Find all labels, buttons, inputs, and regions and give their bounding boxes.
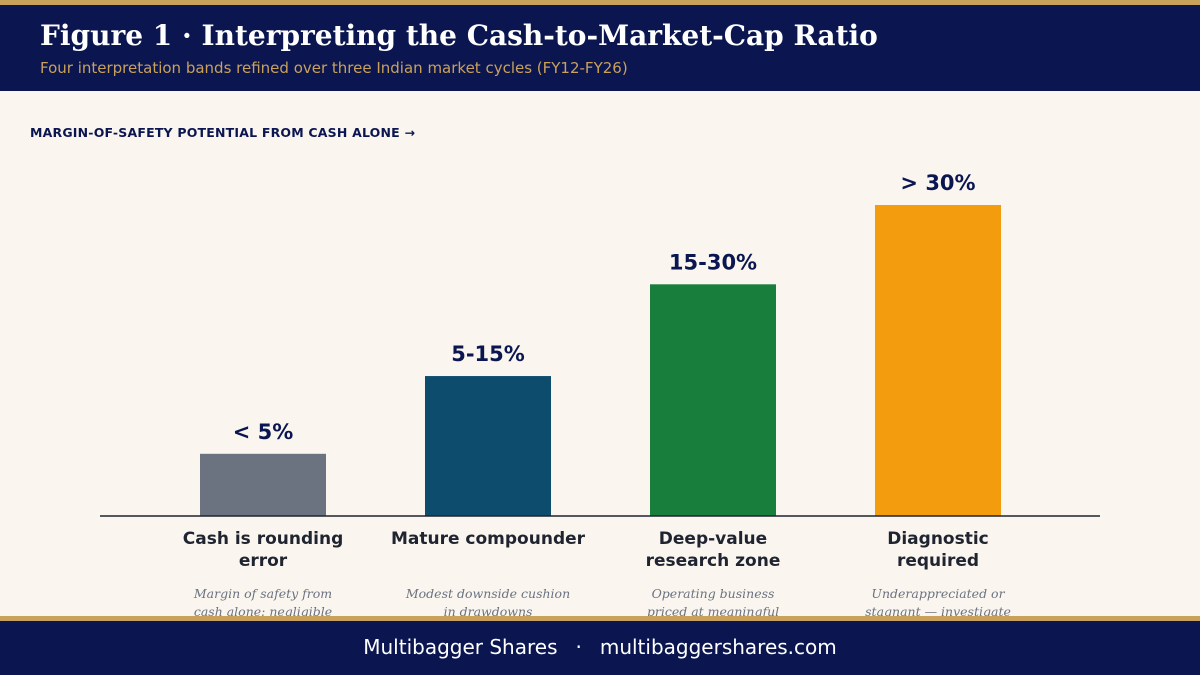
- top-accent-rule: [0, 0, 1200, 5]
- category-note: Operating business: [652, 586, 775, 601]
- footer-text: Multibagger Shares · multibaggershares.com: [0, 635, 1200, 659]
- category-note: Modest downside cushion: [405, 586, 570, 601]
- footer-url[interactable]: multibaggershares.com: [599, 635, 837, 659]
- bar: [425, 376, 551, 516]
- category-label: research zone: [646, 551, 781, 571]
- footer-banner: Multibagger Shares · multibaggershares.com: [0, 621, 1200, 675]
- category-label: error: [239, 551, 288, 571]
- bar: [650, 284, 776, 516]
- bar-value-label: < 5%: [233, 420, 294, 444]
- category-note: priced at meaningful: [647, 604, 779, 619]
- footer-brand: Multibagger Shares: [363, 635, 558, 659]
- bar-value-label: 5-15%: [451, 342, 525, 366]
- figure-subtitle: Four interpretation bands refined over t…: [40, 59, 628, 77]
- category-label: required: [897, 551, 979, 571]
- category-label: Deep-value: [659, 529, 767, 549]
- footer-separator: ·: [575, 635, 582, 659]
- category-label: Mature compounder: [391, 529, 586, 549]
- category-note: Underappreciated or: [871, 586, 1005, 601]
- footer-accent-rule: [0, 616, 1200, 621]
- bar-value-label: 15-30%: [669, 250, 757, 274]
- category-note: stagnant — investigate: [865, 604, 1011, 619]
- bar-value-label: > 30%: [900, 171, 975, 195]
- bar: [875, 205, 1001, 516]
- header-banner: Figure 1 · Interpreting the Cash-to-Mark…: [0, 5, 1200, 91]
- bar: [200, 453, 326, 516]
- axis-caption: MARGIN-OF-SAFETY POTENTIAL FROM CASH ALO…: [30, 125, 416, 140]
- category-note: in drawdowns: [444, 604, 533, 619]
- category-note: cash alone: negligible: [194, 604, 332, 619]
- category-label: Cash is rounding: [183, 529, 344, 549]
- figure-title: Figure 1 · Interpreting the Cash-to-Mark…: [40, 19, 878, 52]
- category-label: Diagnostic: [887, 529, 989, 549]
- category-note: Margin of safety from: [193, 586, 332, 601]
